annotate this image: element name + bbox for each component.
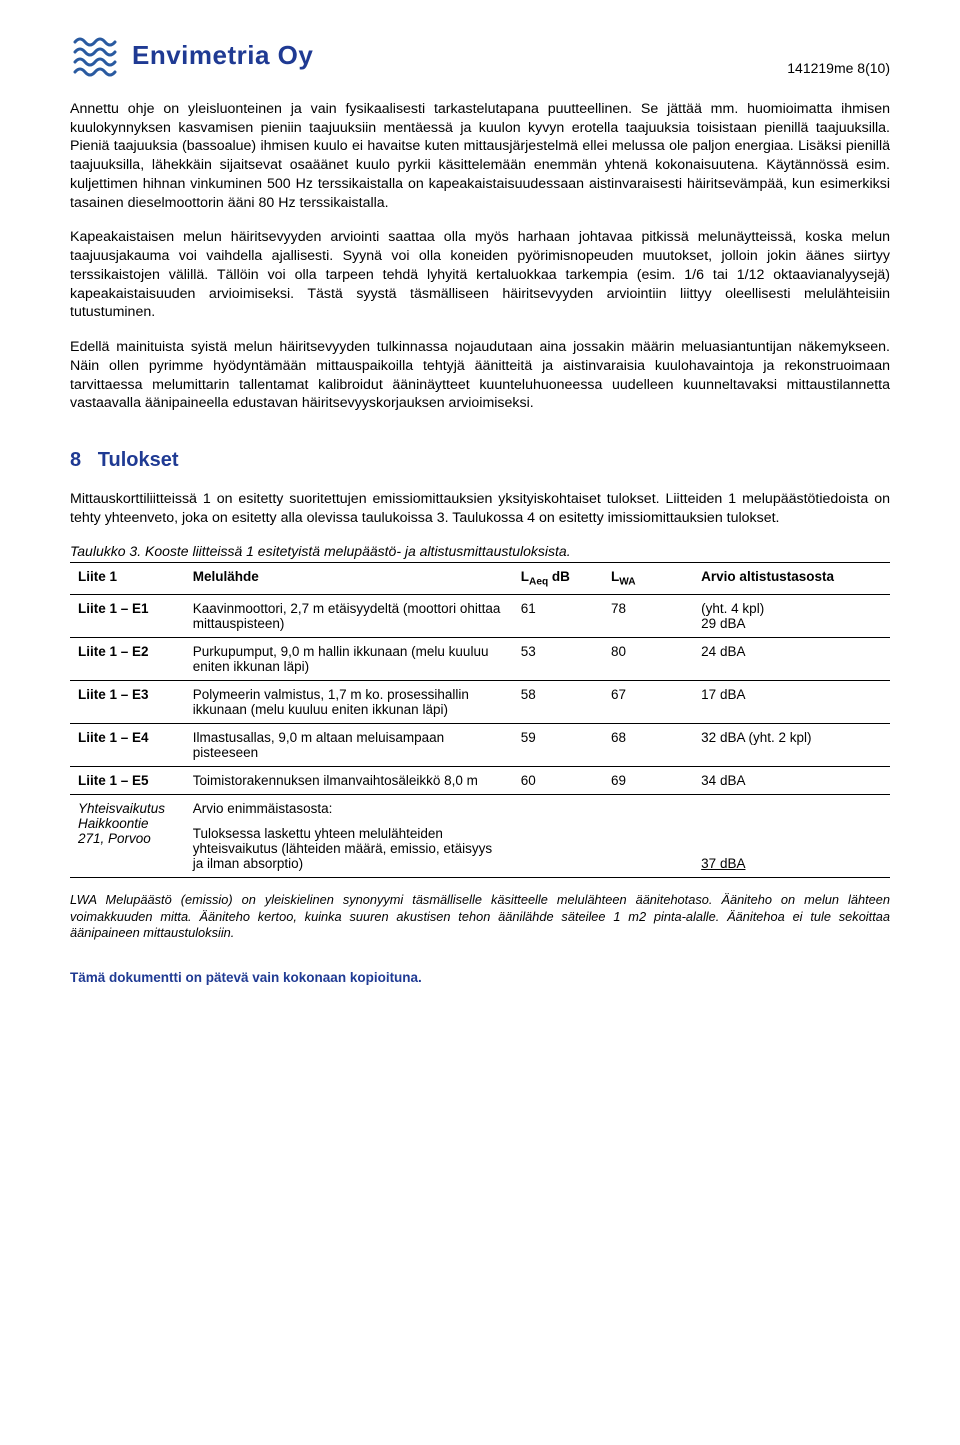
cell-source: Kaavinmoottori, 2,7 m etäisyydeltä (moot… — [185, 595, 513, 638]
th-laeq: LAeq dB — [513, 563, 603, 594]
section-number: 8 — [70, 449, 81, 471]
cell-lwa: 78 — [603, 595, 693, 638]
table-3-caption: Taulukko 3. Kooste liitteissä 1 esitetyi… — [70, 543, 890, 563]
cell-lwa: 80 — [603, 638, 693, 681]
cell-summary-laeq — [513, 795, 603, 878]
cell-source: Ilmastusallas, 9,0 m altaan meluisampaan… — [185, 724, 513, 767]
table-row: Liite 1 – E1Kaavinmoottori, 2,7 m etäisy… — [70, 595, 890, 638]
th-lwa: LWA — [603, 563, 693, 594]
cell-arvio: 32 dBA (yht. 2 kpl) — [693, 724, 890, 767]
page-number: 141219me 8(10) — [787, 60, 890, 76]
paragraph-1: Annettu ohje on yleisluonteinen ja vain … — [70, 100, 890, 212]
waves-logo-icon — [70, 30, 120, 80]
cell-arvio: 17 dBA — [693, 681, 890, 724]
th-laeq-prefix: L — [521, 569, 529, 584]
table-row: Liite 1 – E3Polymeerin valmistus, 1,7 m … — [70, 681, 890, 724]
table-row: Liite 1 – E5Toimistorakennuksen ilmanvai… — [70, 767, 890, 795]
cell-laeq: 58 — [513, 681, 603, 724]
section-title: Tulokset — [98, 449, 179, 471]
cell-arvio: 24 dBA — [693, 638, 890, 681]
cell-summary-arvio: 37 dBA — [693, 795, 890, 878]
th-melulahde: Melulähde — [185, 563, 513, 594]
th-liite: Liite 1 — [70, 563, 185, 594]
cell-summary-id: Yhteisvaikutus Haikkoontie 271, Porvoo — [70, 795, 185, 878]
cell-summary-src: Arvio enimmäistasosta:Tuloksessa laskett… — [185, 795, 513, 878]
company-name: Envimetria Oy — [132, 40, 313, 71]
cell-arvio: 34 dBA — [693, 767, 890, 795]
th-lwa-prefix: L — [611, 569, 619, 584]
table-3: Liite 1 Melulähde LAeq dB LWA Arvio alti… — [70, 563, 890, 878]
cell-arvio: (yht. 4 kpl) 29 dBA — [693, 595, 890, 638]
cell-laeq: 60 — [513, 767, 603, 795]
th-laeq-suffix: dB — [548, 569, 570, 584]
cell-source: Toimistorakennuksen ilmanvaihtosäleikkö … — [185, 767, 513, 795]
section-8-intro: Mittauskorttiliitteissä 1 on esitetty su… — [70, 490, 890, 527]
table-row: Liite 1 – E4Ilmastusallas, 9,0 m altaan … — [70, 724, 890, 767]
table-header-row: Liite 1 Melulähde LAeq dB LWA Arvio alti… — [70, 563, 890, 594]
page-header: Envimetria Oy 141219me 8(10) — [70, 30, 890, 80]
cell-laeq: 53 — [513, 638, 603, 681]
cell-lwa: 69 — [603, 767, 693, 795]
cell-laeq: 59 — [513, 724, 603, 767]
table-summary-row: Yhteisvaikutus Haikkoontie 271, PorvooAr… — [70, 795, 890, 878]
paragraph-3: Edellä mainituista syistä melun häiritse… — [70, 338, 890, 413]
page: Envimetria Oy 141219me 8(10) Annettu ohj… — [0, 0, 960, 1025]
cell-liite: Liite 1 – E4 — [70, 724, 185, 767]
cell-liite: Liite 1 – E5 — [70, 767, 185, 795]
logo-block: Envimetria Oy — [70, 30, 313, 80]
paragraph-2: Kapeakaistaisen melun häiritsevyyden arv… — [70, 228, 890, 322]
table-row: Liite 1 – E2Purkupumput, 9,0 m hallin ik… — [70, 638, 890, 681]
cell-liite: Liite 1 – E1 — [70, 595, 185, 638]
lwa-footnote: LWA Melupäästö (emissio) on yleiskieline… — [70, 892, 890, 942]
cell-lwa: 68 — [603, 724, 693, 767]
cell-summary-lwa — [603, 795, 693, 878]
cell-lwa: 67 — [603, 681, 693, 724]
th-arvio: Arvio altistustasosta — [693, 563, 890, 594]
cell-source: Purkupumput, 9,0 m hallin ikkunaan (melu… — [185, 638, 513, 681]
cell-liite: Liite 1 – E2 — [70, 638, 185, 681]
cell-source: Polymeerin valmistus, 1,7 m ko. prosessi… — [185, 681, 513, 724]
cell-laeq: 61 — [513, 595, 603, 638]
th-laeq-sub: Aeq — [529, 577, 548, 588]
section-8-heading: 8 Tulokset — [70, 449, 890, 472]
th-lwa-sub: WA — [619, 577, 635, 588]
footer-validity: Tämä dokumentti on pätevä vain kokonaan … — [70, 970, 890, 985]
cell-liite: Liite 1 – E3 — [70, 681, 185, 724]
